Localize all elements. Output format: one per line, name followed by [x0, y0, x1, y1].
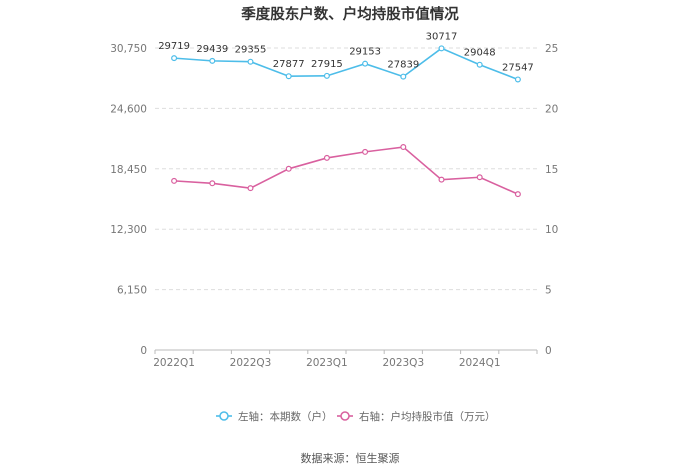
series-1-point [400, 73, 407, 80]
data-label: 29719 [158, 41, 190, 52]
legend-marker-dot [219, 411, 229, 421]
legend-label: 左轴：本期数（户） [238, 410, 333, 423]
data-label: 29355 [235, 45, 267, 56]
series-2-point [514, 191, 521, 198]
y-right-tick-label: 0 [545, 345, 552, 357]
series-line-1 [174, 47, 519, 81]
series-2-point [438, 176, 445, 183]
series-1-point [209, 57, 216, 64]
series-2-point [400, 144, 407, 151]
series-1-point [438, 45, 445, 52]
data-label: 29048 [464, 48, 496, 59]
data-label: 29153 [349, 47, 381, 58]
chart-title: 季度股东户数、户均持股市值情况 [241, 7, 459, 23]
series-2-point [323, 154, 330, 161]
y-left-tick-label: 18,450 [110, 164, 147, 176]
series-1-point [362, 60, 369, 67]
data-label: 27839 [387, 60, 419, 71]
series-2-point [285, 165, 292, 172]
series-1-point [247, 58, 254, 65]
series-1-point [514, 76, 521, 83]
series-2-point [209, 180, 216, 187]
series-2-point [171, 177, 178, 184]
legend-label: 右轴：户均持股市值（万元） [359, 410, 496, 423]
y-right-tick-label: 5 [545, 285, 552, 297]
y-left-tick-label: 30,750 [110, 43, 147, 55]
y-left-tick-label: 6,150 [117, 285, 147, 297]
y-right-tick-label: 25 [545, 43, 558, 55]
x-tick-label: 2023Q3 [382, 357, 424, 369]
series-1-point [285, 73, 292, 80]
data-label: 27915 [311, 59, 343, 70]
series-2-point [362, 148, 369, 155]
data-label: 29439 [196, 44, 228, 55]
series-2-point [476, 174, 483, 181]
series-1-point [476, 61, 483, 68]
legend-marker-dot [340, 411, 350, 421]
data-label: 27547 [502, 62, 534, 73]
x-tick-label: 2023Q1 [306, 357, 348, 369]
series-2-point [247, 185, 254, 192]
x-tick-label: 2024Q1 [459, 357, 501, 369]
y-left-tick-label: 24,600 [110, 103, 147, 115]
data-source: 数据来源：恒生聚源 [300, 452, 400, 465]
y-right-tick-label: 15 [545, 164, 558, 176]
series-line-2 [174, 146, 519, 195]
x-tick-label: 2022Q3 [230, 357, 272, 369]
series-1-point [323, 72, 330, 79]
data-label: 30717 [426, 31, 458, 42]
series-1-point [171, 55, 178, 62]
y-left-tick-label: 12,300 [110, 224, 147, 236]
data-label: 27877 [273, 59, 305, 70]
y-right-tick-label: 20 [545, 103, 558, 115]
x-tick-label: 2022Q1 [153, 357, 195, 369]
y-right-tick-label: 10 [545, 224, 558, 236]
y-left-tick-label: 0 [140, 345, 147, 357]
